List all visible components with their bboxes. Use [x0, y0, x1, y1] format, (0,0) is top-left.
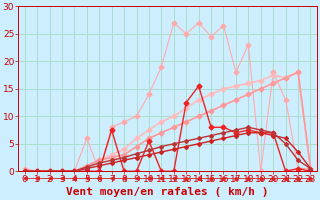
X-axis label: Vent moyen/en rafales ( km/h ): Vent moyen/en rafales ( km/h ) [66, 187, 269, 197]
